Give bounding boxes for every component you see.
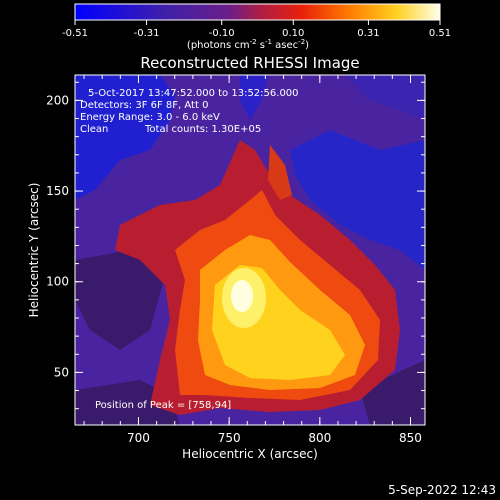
colorbar-tick-label: 0.10 xyxy=(282,28,304,39)
footer-timestamp: 5-Sep-2022 12:43 xyxy=(388,483,496,497)
colorbar-tick-label: -0.51 xyxy=(62,28,88,39)
annotation-detectors: Detectors: 3F 6F 8F, Att 0 xyxy=(80,100,208,111)
colorbar xyxy=(74,3,441,21)
x-tick-label: 750 xyxy=(218,431,241,445)
y-tick-label: 100 xyxy=(46,275,69,289)
y-tick-label: 50 xyxy=(54,365,69,379)
colorbar-tick-label: -0.10 xyxy=(209,28,235,39)
y-axis-label: Heliocentric Y (arcsec) xyxy=(27,183,41,318)
annotation-time: 5-Oct-2017 13:47:52.000 to 13:52:56.000 xyxy=(88,88,299,99)
x-axis-label: Heliocentric X (arcsec) xyxy=(182,447,318,461)
y-axis-ticks: 50 100 150 200 xyxy=(46,81,425,410)
annotation-energy: Energy Range: 3.0 - 6.0 keV xyxy=(80,112,220,123)
y-tick-label: 150 xyxy=(46,184,69,198)
annotation-clean: Clean xyxy=(80,124,108,135)
x-tick-label: 700 xyxy=(127,431,150,445)
colorbar-tick-label: 0.31 xyxy=(357,28,379,39)
x-tick-label: 850 xyxy=(399,431,422,445)
heatmap-image xyxy=(75,75,425,425)
annotation-counts: Total counts: 1.30E+05 xyxy=(144,124,261,135)
annotation-peak: Position of Peak = [758,94] xyxy=(95,400,231,411)
colorbar-tick-label: -0.31 xyxy=(134,28,160,39)
x-axis-ticks: 700 750 800 850 xyxy=(83,75,422,445)
colorbar-tick-label: 0.51 xyxy=(429,28,451,39)
chart-title: Reconstructed RHESSI Image xyxy=(140,54,359,72)
colorbar-ticks: -0.51 -0.31 -0.10 0.10 0.31 0.51 xyxy=(62,20,451,39)
x-tick-label: 800 xyxy=(308,431,331,445)
colorbar-units: (photons cm-2 s-1 asec-2) xyxy=(187,38,309,51)
plot-frame xyxy=(74,74,426,426)
y-tick-label: 200 xyxy=(46,93,69,107)
